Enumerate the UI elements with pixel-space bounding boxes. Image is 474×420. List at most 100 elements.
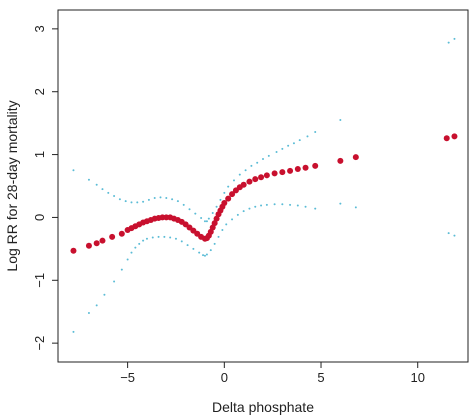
- estimate-point: [85, 242, 92, 249]
- ci-lower-point: [260, 204, 263, 207]
- estimate-point: [451, 133, 458, 140]
- x-tick-label: 5: [317, 370, 324, 385]
- ci-lower-point: [157, 235, 160, 238]
- ci-upper-point: [101, 188, 104, 191]
- estimate-point: [118, 230, 125, 237]
- ci-lower-point: [120, 268, 123, 271]
- estimate-series: [70, 133, 458, 254]
- ci-lower-point: [281, 203, 284, 206]
- ci-upper-point: [207, 217, 210, 220]
- ci-upper-point: [205, 220, 208, 223]
- ci-lower-point: [236, 213, 239, 216]
- estimate-point: [263, 172, 270, 179]
- ci-upper-point: [223, 191, 226, 194]
- ci-upper-point: [306, 135, 309, 138]
- ci-lower-point: [126, 258, 129, 261]
- ci-lower-point: [231, 218, 234, 221]
- estimate-point: [109, 233, 116, 240]
- ci-lower-point: [138, 242, 141, 245]
- ci-lower-point: [213, 242, 216, 245]
- ci-upper-point: [200, 217, 203, 220]
- ci-upper-point: [298, 139, 301, 142]
- y-tick-label: −2: [32, 336, 47, 351]
- ci-lower-point: [151, 236, 154, 239]
- ci-lower-point: [180, 240, 183, 243]
- estimate-point: [221, 199, 228, 206]
- ci-lower-point: [339, 202, 342, 205]
- x-tick-label: −5: [120, 370, 135, 385]
- ci-upper-point: [447, 41, 450, 44]
- ci-upper-point: [281, 147, 284, 150]
- ci-upper-point: [176, 200, 179, 203]
- y-axis: −2 −1 0 1 2 3: [32, 25, 58, 351]
- ci-upper-point: [124, 200, 127, 203]
- ci-lower-point: [447, 232, 450, 235]
- ci-upper-point: [238, 173, 241, 176]
- ci-upper-point: [72, 169, 75, 172]
- ci-lower-point: [221, 229, 224, 231]
- plot-frame: [57, 9, 469, 363]
- ci-upper-point: [262, 157, 264, 160]
- y-axis-label: Log RR for 28-day mortality: [4, 100, 20, 271]
- ci-lower-point: [273, 203, 276, 206]
- ci-lower-point: [113, 280, 116, 283]
- estimate-point: [352, 154, 359, 161]
- ci-lower-point: [95, 304, 98, 307]
- x-tick-label: 0: [221, 370, 228, 385]
- ci-lower-point: [174, 237, 177, 240]
- estimate-point: [337, 157, 344, 164]
- ci-upper-point: [250, 164, 253, 167]
- ci-lower-point: [103, 293, 106, 296]
- ci-lower-point: [296, 204, 299, 207]
- estimate-point: [229, 191, 236, 198]
- ci-upper-point: [107, 191, 110, 194]
- ci-lower-point: [87, 311, 90, 314]
- ci-upper-point: [159, 196, 162, 199]
- y-tick-label: 1: [32, 151, 47, 158]
- ci-lower-point: [248, 207, 251, 210]
- estimate-point: [294, 166, 301, 173]
- ci-upper-point: [87, 178, 90, 181]
- ci-upper-point: [171, 198, 174, 201]
- estimate-point: [312, 162, 319, 169]
- ci-lower-point: [225, 223, 228, 226]
- y-tick-label: 2: [32, 88, 47, 95]
- ci-upper-point: [219, 198, 222, 201]
- ci-lower-point: [217, 235, 220, 238]
- y-tick-label: 3: [32, 25, 47, 32]
- ci-upper-point: [275, 151, 278, 154]
- ci-lower-point: [205, 253, 208, 256]
- estimate-point: [279, 169, 286, 176]
- ci-upper-point: [165, 196, 168, 199]
- ci-lower-point: [242, 210, 245, 213]
- ci-upper-point: [188, 208, 191, 211]
- ci-lower-point: [314, 207, 317, 210]
- ci-upper-point: [203, 220, 206, 223]
- x-axis: −5 0 5 10: [120, 362, 425, 385]
- ci-lower-point: [130, 251, 133, 254]
- ci-upper-point: [292, 142, 295, 145]
- ci-lower-point: [202, 254, 205, 257]
- ci-upper-point: [95, 183, 98, 186]
- ci-upper-point: [142, 200, 145, 203]
- ci-lower-point: [145, 237, 148, 240]
- estimate-point: [99, 237, 106, 244]
- ci-lower-point: [209, 249, 212, 252]
- ci-lower-point: [198, 251, 201, 254]
- estimate-point: [70, 247, 77, 254]
- estimate-point: [271, 170, 278, 177]
- ci-upper-point: [147, 198, 150, 201]
- ci-lower-point: [265, 203, 268, 206]
- ci-upper-point: [453, 37, 456, 40]
- y-tick-label: 0: [32, 214, 47, 221]
- ci-lower-point: [169, 236, 172, 239]
- ci-lower-point: [453, 234, 456, 237]
- ci-upper-point: [113, 195, 116, 198]
- ci-upper-point: [130, 201, 133, 204]
- ci-upper-point: [244, 169, 247, 172]
- ci-upper-point: [256, 161, 259, 164]
- ci-lower-point: [203, 254, 206, 257]
- ci-lower-point: [134, 246, 137, 249]
- ci-lower-point: [192, 247, 195, 250]
